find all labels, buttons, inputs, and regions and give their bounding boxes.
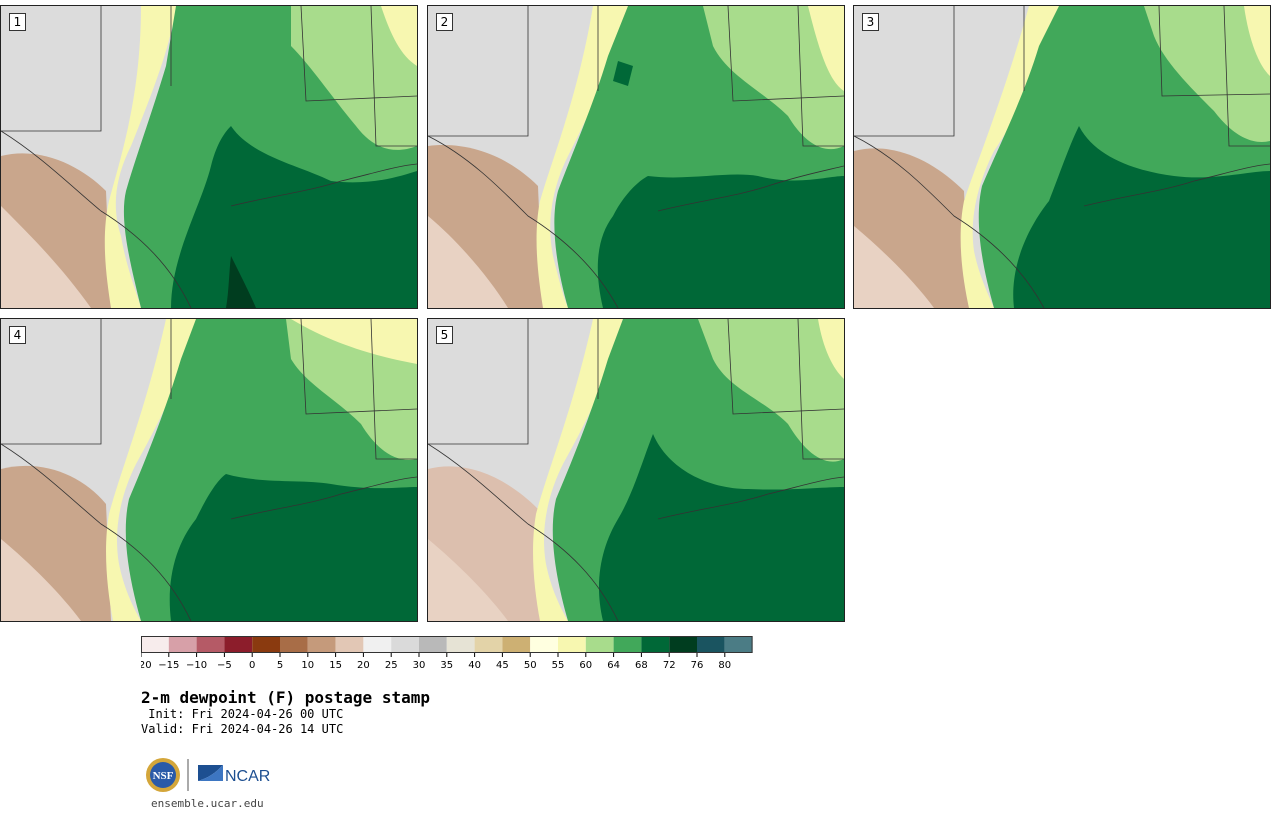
colorbar-tick-label: 72 xyxy=(663,660,676,671)
colorbar-swatch xyxy=(530,636,558,653)
colorbar-swatch xyxy=(446,636,475,653)
colorbar-swatch xyxy=(391,636,419,653)
colorbar-tick-label: 60 xyxy=(579,660,592,671)
colorbar-swatch xyxy=(724,636,753,653)
svg-text:NCAR: NCAR xyxy=(225,768,270,785)
dewpoint-map-1 xyxy=(1,6,417,308)
panel-number-2: 2 xyxy=(436,13,453,31)
colorbar-tick-label: 80 xyxy=(718,660,731,671)
colorbar-swatch xyxy=(335,636,364,653)
valid-time: Valid: Fri 2024-04-26 14 UTC xyxy=(141,722,344,736)
panel-number-4: 4 xyxy=(9,326,26,344)
colorbar-tick-label: 0 xyxy=(249,660,255,671)
init-time: Init: Fri 2024-04-26 00 UTC xyxy=(141,707,344,721)
map-panel-5: 5 xyxy=(427,318,845,622)
colorbar-tick-label: 5 xyxy=(277,660,283,671)
colorbar-swatch xyxy=(502,636,531,653)
svg-text:NSF: NSF xyxy=(153,770,174,782)
colorbar-tick-label: 40 xyxy=(468,660,481,671)
colorbar-swatch xyxy=(141,636,169,653)
colorbar-swatch xyxy=(585,636,614,653)
dewpoint-map-2 xyxy=(428,6,844,308)
dewpoint-colorbar: −20 −15 −10 −5 0 5 10 15 20 25 30 35 40 45 50 55 60 64 68 7… xyxy=(141,636,753,671)
colorbar-swatch xyxy=(363,636,392,653)
colorbar-swatch xyxy=(252,636,280,653)
map-panel-1: 1 xyxy=(0,5,418,309)
colorbar-swatch xyxy=(558,636,586,653)
colorbar-tick-label: −5 xyxy=(217,660,232,671)
colorbar-tick-label: 68 xyxy=(635,660,648,671)
map-panel-3: 3 xyxy=(853,5,1271,309)
sponsor-logos: NSF NCAR xyxy=(146,758,270,792)
panel-number-1: 1 xyxy=(9,13,26,31)
colorbar-swatch xyxy=(196,636,225,653)
colorbar-swatch xyxy=(641,636,670,653)
colorbar-tick-label: 64 xyxy=(607,660,620,671)
dewpoint-map-3 xyxy=(854,6,1270,308)
colorbar-tick-label: 35 xyxy=(440,660,453,671)
colorbar-swatch xyxy=(280,636,308,653)
colorbar-swatch xyxy=(168,636,197,653)
panel-number-5: 5 xyxy=(436,326,453,344)
colorbar-swatch xyxy=(613,636,642,653)
colorbar-tick-label: 30 xyxy=(413,660,426,671)
colorbar-tick-label: −20 xyxy=(141,660,152,671)
footer-url: ensemble.ucar.edu xyxy=(151,797,264,810)
colorbar-swatch xyxy=(224,636,253,653)
colorbar-swatch xyxy=(474,636,503,653)
dewpoint-map-4 xyxy=(1,319,417,621)
colorbar-tick-label: −10 xyxy=(186,660,207,671)
dewpoint-map-5 xyxy=(428,319,844,621)
colorbar-tick-label: 20 xyxy=(357,660,370,671)
map-panel-2: 2 xyxy=(427,5,845,309)
colorbar-swatch xyxy=(419,636,447,653)
colorbar-tick-label: 76 xyxy=(691,660,704,671)
panel-number-3: 3 xyxy=(862,13,879,31)
chart-title: 2-m dewpoint (F) postage stamp xyxy=(141,688,430,707)
colorbar-border xyxy=(141,636,753,653)
colorbar-swatch xyxy=(307,636,336,653)
colorbar-tick-label: 45 xyxy=(496,660,509,671)
colorbar-tick-label: 50 xyxy=(524,660,537,671)
colorbar-tick-label: 55 xyxy=(552,660,565,671)
colorbar-swatch xyxy=(697,636,725,653)
map-panel-4: 4 xyxy=(0,318,418,622)
ncar-logo-icon: NCAR xyxy=(198,765,270,785)
colorbar-tick-label: 15 xyxy=(329,660,342,671)
colorbar-tick-label: 25 xyxy=(385,660,398,671)
nsf-logo-icon: NSF xyxy=(146,758,180,792)
colorbar-swatch xyxy=(669,636,697,653)
colorbar-tick-label: 10 xyxy=(301,660,314,671)
colorbar-tick-label: −15 xyxy=(158,660,179,671)
